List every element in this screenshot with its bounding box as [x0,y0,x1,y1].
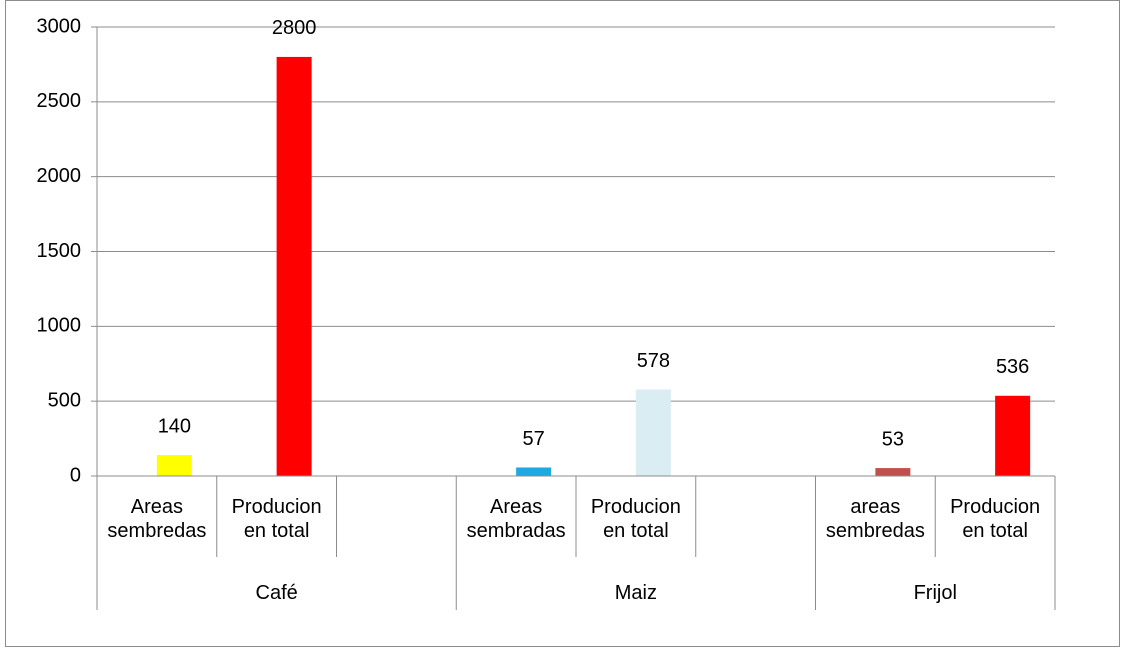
group-label: Café [255,582,298,604]
group-label: Maiz [614,582,657,604]
chart-frame [5,0,1120,647]
data-label: 536 [996,356,1029,378]
y-tick-label: 500 [48,389,81,411]
data-label: 2800 [272,17,317,39]
data-label: 57 [523,428,545,450]
y-tick-label: 2000 [37,165,82,187]
y-tick-label: 0 [70,464,81,486]
x-tick-label: Areas sembradas [466,496,566,542]
data-label: 53 [882,428,904,450]
x-tick-label: areas sembredas [825,496,925,542]
data-label: 140 [158,415,191,437]
y-tick-label: 2500 [37,90,82,112]
bar [995,395,1031,476]
y-tick-label: 1500 [37,240,82,262]
data-label: 578 [637,350,670,372]
x-tick-label: Producion en total [950,496,1041,542]
bar [635,389,671,476]
bar [875,468,911,476]
x-tick-label: Areas sembredas [107,496,207,542]
x-tick-label: Producion en total [590,496,681,542]
y-tick-label: 1000 [37,315,82,337]
bar [156,455,192,476]
group-label: Frijol [913,582,957,604]
bar [516,467,552,476]
bar [276,56,312,476]
x-tick-label: Producion en total [231,496,322,542]
y-tick-label: 3000 [37,15,82,37]
